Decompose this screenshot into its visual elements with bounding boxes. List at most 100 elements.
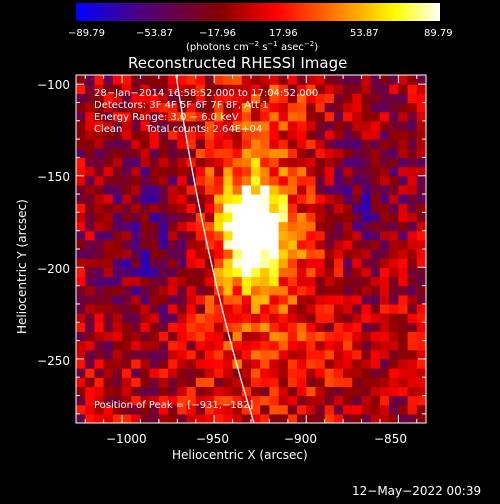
heatmap-cell bbox=[297, 377, 307, 387]
heatmap-cell bbox=[232, 157, 243, 168]
heatmap-cell bbox=[315, 413, 326, 423]
heatmap-cell bbox=[398, 395, 409, 406]
heatmap-cell bbox=[177, 322, 188, 333]
heatmap-cell bbox=[352, 139, 363, 149]
heatmap-cell bbox=[85, 120, 96, 131]
heatmap-cell bbox=[85, 395, 96, 406]
heatmap-cell bbox=[333, 194, 344, 204]
heatmap-cell bbox=[177, 377, 188, 387]
heatmap-cell bbox=[103, 239, 114, 250]
heatmap-cell bbox=[122, 129, 132, 140]
heatmap-cell bbox=[287, 75, 298, 85]
heatmap-cell bbox=[168, 230, 178, 241]
heatmap-cell bbox=[398, 221, 409, 232]
heatmap-cell bbox=[122, 340, 132, 351]
y-tick-label: −250 bbox=[37, 354, 70, 368]
heatmap-cell bbox=[76, 368, 86, 378]
heatmap-cell bbox=[416, 249, 426, 259]
heatmap-cell bbox=[204, 212, 215, 223]
heatmap-cell bbox=[149, 358, 160, 369]
heatmap-cell bbox=[343, 303, 353, 314]
heatmap-cell bbox=[177, 395, 188, 406]
heatmap-cell bbox=[103, 148, 114, 159]
heatmap-cell bbox=[361, 313, 372, 323]
heatmap-cell bbox=[112, 303, 123, 314]
heatmap-cell bbox=[149, 166, 160, 177]
heatmap-cell bbox=[324, 349, 335, 360]
heatmap-cell bbox=[379, 239, 390, 250]
heatmap-cell bbox=[112, 84, 123, 94]
heatmap-cell bbox=[370, 84, 381, 94]
heatmap-cell bbox=[278, 184, 289, 195]
heatmap-cell bbox=[131, 75, 142, 85]
heatmap-cell bbox=[370, 166, 381, 177]
heatmap-cell bbox=[94, 129, 105, 140]
heatmap-cell bbox=[186, 166, 197, 177]
heatmap-cell bbox=[94, 322, 105, 333]
y-tick-labels: −100 −150 −200 −250 bbox=[37, 78, 70, 368]
heatmap-cell bbox=[241, 358, 252, 369]
heatmap-cell bbox=[315, 148, 326, 159]
heatmap-cell bbox=[241, 212, 252, 223]
heatmap-cell bbox=[195, 194, 206, 204]
heatmap-cell bbox=[214, 340, 224, 351]
heatmap-cell bbox=[241, 377, 252, 387]
heatmap-cell bbox=[324, 75, 335, 85]
heatmap-cell bbox=[112, 230, 123, 241]
solar-limb-line bbox=[175, 75, 255, 423]
heatmap-cell bbox=[241, 313, 252, 323]
heatmap-cell bbox=[140, 102, 151, 113]
heatmap-cell bbox=[122, 166, 132, 177]
heatmap-cell bbox=[214, 322, 224, 333]
heatmap-cell bbox=[85, 249, 96, 259]
heatmap-cell bbox=[241, 276, 252, 287]
heatmap-cell bbox=[260, 368, 271, 378]
heatmap-cell bbox=[223, 111, 234, 122]
axis-ticks bbox=[76, 75, 426, 423]
heatmap-cell bbox=[223, 404, 234, 415]
heatmap-cell bbox=[297, 267, 307, 278]
heatmap-cell bbox=[407, 413, 418, 423]
heatmap-cell bbox=[379, 111, 390, 122]
heatmap-cell bbox=[76, 239, 86, 250]
heatmap-cell bbox=[186, 331, 197, 342]
heatmap-cell bbox=[324, 340, 335, 351]
heatmap-cell bbox=[361, 129, 372, 140]
heatmap-cell bbox=[297, 93, 307, 104]
heatmap-cell bbox=[306, 258, 317, 268]
heatmap-cell bbox=[112, 221, 123, 232]
heatmap-cell bbox=[103, 349, 114, 360]
heatmap-cell bbox=[343, 331, 353, 342]
heatmap-cell bbox=[251, 148, 261, 159]
heatmap-cell bbox=[195, 285, 206, 296]
heatmap-cell bbox=[195, 349, 206, 360]
heatmap-cell bbox=[204, 294, 215, 305]
heatmap-cell bbox=[260, 386, 271, 397]
heatmap-cell bbox=[186, 184, 197, 195]
heatmap-cell bbox=[333, 322, 344, 333]
heatmap-cell bbox=[85, 184, 96, 195]
heatmap-cell bbox=[269, 340, 280, 351]
heatmap-cell bbox=[195, 258, 206, 268]
heatmap-cell bbox=[297, 331, 307, 342]
heatmap-cell bbox=[186, 267, 197, 278]
heatmap-cell bbox=[122, 395, 132, 406]
heatmap-cell bbox=[416, 285, 426, 296]
heatmap-cell bbox=[204, 139, 215, 149]
heatmap-cell bbox=[168, 75, 178, 85]
heatmap-cell bbox=[158, 139, 169, 149]
heatmap-cell bbox=[131, 267, 142, 278]
heatmap-cell bbox=[398, 148, 409, 159]
heatmap-cell bbox=[168, 221, 178, 232]
heatmap-cell bbox=[269, 212, 280, 223]
heatmap-cell bbox=[416, 75, 426, 85]
heatmap-cell bbox=[149, 276, 160, 287]
heatmap-cell bbox=[379, 129, 390, 140]
heatmap-cell bbox=[333, 75, 344, 85]
heatmap-cell bbox=[223, 249, 234, 259]
heatmap-cell bbox=[131, 368, 142, 378]
heatmap-cell bbox=[389, 340, 399, 351]
heatmap-cell bbox=[343, 358, 353, 369]
heatmap-cell bbox=[343, 157, 353, 168]
heatmap-cell bbox=[76, 358, 86, 369]
